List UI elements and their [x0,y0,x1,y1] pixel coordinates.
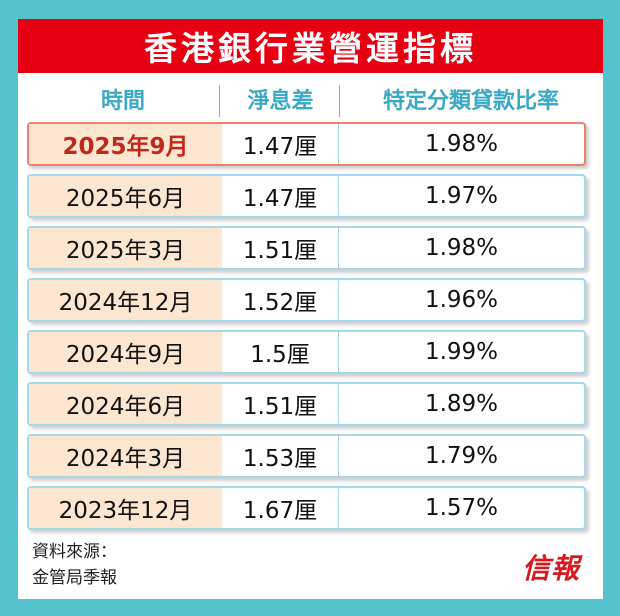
cell-sml-ratio: 1.57% [424,495,499,521]
cell-nim: 1.53厘 [222,436,339,476]
indicator-card: 香港銀行業營運指標 時間 淨息差 特定分類貸款比率 2025年9月 1.47厘 … [18,19,603,599]
cell-sml-ratio: 1.79% [424,443,499,469]
table-row: 2024年6月 1.51厘 1.89% [27,382,586,426]
table-row: 2025年6月 1.47厘 1.97% [27,174,586,218]
cell-period: 2025年6月 [29,176,222,216]
hkej-logo: 信報 [522,552,581,585]
cell-sml-ratio: 1.98% [424,131,499,157]
cell-period: 2025年3月 [29,228,222,268]
table-title: 香港銀行業營運指標 [18,19,603,73]
cell-sml-ratio: 1.96% [424,287,499,313]
table-row: 2024年9月 1.5厘 1.99% [27,330,586,374]
cell-nim: 1.51厘 [222,228,339,268]
header-nim: 淨息差 [247,89,314,114]
cell-period: 2024年9月 [29,332,222,372]
cell-sml-ratio: 1.97% [424,183,499,209]
cell-period: 2024年12月 [29,280,222,320]
source-label: 資料來源： [32,542,117,562]
source-name: 金管局季報 [32,568,117,588]
table-row: 2024年3月 1.53厘 1.79% [27,434,586,478]
cell-nim: 1.52厘 [222,280,339,320]
cell-nim: 1.47厘 [222,176,339,216]
cell-nim: 1.47厘 [222,124,339,164]
header-divider [219,85,220,117]
table-row: 2023年12月 1.67厘 1.57% [27,486,586,530]
table-row: 2025年3月 1.51厘 1.98% [27,226,586,270]
cell-period: 2025年9月 [29,124,222,164]
table-header: 時間 淨息差 特定分類貸款比率 [18,79,603,119]
cell-sml-ratio: 1.89% [424,391,499,417]
header-sml-ratio: 特定分類貸款比率 [382,89,559,114]
table-row: 2025年9月 1.47厘 1.98% [27,122,586,166]
cell-period: 2024年6月 [29,384,222,424]
cell-nim: 1.51厘 [222,384,339,424]
table-row: 2024年12月 1.52厘 1.96% [27,278,586,322]
cell-nim: 1.5厘 [222,332,339,372]
cell-nim: 1.67厘 [222,488,339,528]
source-note: 資料來源： 金管局季報 [32,539,117,591]
cell-period: 2023年12月 [29,488,222,528]
header-period: 時間 [100,89,145,114]
header-divider [339,85,340,117]
cell-sml-ratio: 1.99% [424,339,499,365]
cell-sml-ratio: 1.98% [424,235,499,261]
cell-period: 2024年3月 [29,436,222,476]
